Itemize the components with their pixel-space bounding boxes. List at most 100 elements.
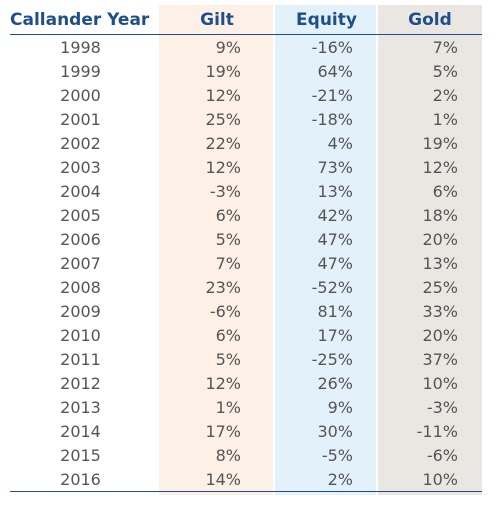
gilt-cell: 17% <box>205 421 241 441</box>
year-cell: 1998 <box>60 37 101 57</box>
year-cell: 2011 <box>60 349 101 369</box>
gilt-cell: 12% <box>205 157 241 177</box>
gilt-cell: 12% <box>205 85 241 105</box>
gilt-cell: -3% <box>209 181 241 201</box>
year-cell: 2009 <box>60 301 101 321</box>
table-row: 2000 12% -21% 2% <box>10 83 482 107</box>
gold-cell: 12% <box>422 157 458 177</box>
gold-cell: 7% <box>432 37 458 57</box>
gold-cell: -3% <box>426 397 458 417</box>
year-cell: 1999 <box>60 61 101 81</box>
equity-cell: 17% <box>317 325 353 345</box>
year-cell: 2007 <box>60 253 101 273</box>
table-row: 2009 -6% 81% 33% <box>10 299 482 323</box>
table-row: 2016 14% 2% 10% <box>10 467 482 492</box>
gilt-cell: 5% <box>215 349 241 369</box>
year-cell: 2000 <box>60 85 101 105</box>
year-cell: 2016 <box>10 467 159 492</box>
gold-cell: 10% <box>378 467 482 492</box>
equity-cell: 47% <box>317 253 353 273</box>
table-row: 2008 23% -52% 25% <box>10 275 482 299</box>
equity-cell: 13% <box>317 181 353 201</box>
equity-cell: -25% <box>311 349 353 369</box>
table-row: 1999 19% 64% 5% <box>10 59 482 83</box>
table-row: 2011 5% -25% 37% <box>10 347 482 371</box>
year-cell: 2015 <box>60 445 101 465</box>
gilt-cell: 8% <box>215 445 241 465</box>
table-row: 2015 8% -5% -6% <box>10 443 482 467</box>
gold-cell: 1% <box>432 109 458 129</box>
returns-table: Callander Year Gilt Equity Gold 1998 9% -1… <box>10 5 482 492</box>
gold-column-shading <box>378 5 482 495</box>
year-cell: 2006 <box>60 229 101 249</box>
year-cell: 2008 <box>60 277 101 297</box>
year-cell: 2010 <box>60 325 101 345</box>
equity-cell: 64% <box>317 61 353 81</box>
returns-table-container: Callander Year Gilt Equity Gold 1998 9% -1… <box>10 5 482 495</box>
gold-cell: 37% <box>422 349 458 369</box>
year-cell: 2001 <box>60 109 101 129</box>
table-row: 1998 9% -16% 7% <box>10 35 482 60</box>
gilt-cell: 1% <box>215 397 241 417</box>
year-cell: 2003 <box>60 157 101 177</box>
equity-cell: -52% <box>311 277 353 297</box>
gilt-cell: 22% <box>205 133 241 153</box>
table-row: 2001 25% -18% 1% <box>10 107 482 131</box>
gilt-cell: 25% <box>205 109 241 129</box>
header-row: Callander Year Gilt Equity Gold <box>10 5 482 35</box>
table-row: 2004 -3% 13% 6% <box>10 179 482 203</box>
equity-cell: 26% <box>317 373 353 393</box>
table-row: 2003 12% 73% 12% <box>10 155 482 179</box>
equity-cell: 47% <box>317 229 353 249</box>
gilt-cell: 7% <box>215 253 241 273</box>
table-row: 2010 6% 17% 20% <box>10 323 482 347</box>
gilt-cell: 19% <box>205 61 241 81</box>
equity-cell: 73% <box>317 157 353 177</box>
equity-cell: -18% <box>311 109 353 129</box>
gilt-cell: 6% <box>215 325 241 345</box>
equity-column-shading <box>275 5 376 495</box>
equity-cell: 81% <box>317 301 353 321</box>
table-row: 2013 1% 9% -3% <box>10 395 482 419</box>
table-row: 2014 17% 30% -11% <box>10 419 482 443</box>
gold-cell: -6% <box>426 445 458 465</box>
gilt-cell: 12% <box>205 373 241 393</box>
gilt-cell: 6% <box>215 205 241 225</box>
equity-cell: -5% <box>321 445 353 465</box>
header-year: Callander Year <box>10 5 159 35</box>
gilt-cell: 23% <box>205 277 241 297</box>
equity-cell: 4% <box>327 133 353 153</box>
year-cell: 2014 <box>60 421 101 441</box>
equity-cell: -16% <box>311 37 353 57</box>
gold-cell: 19% <box>422 133 458 153</box>
table-row: 2002 22% 4% 19% <box>10 131 482 155</box>
gold-cell: 10% <box>422 373 458 393</box>
table-row: 2012 12% 26% 10% <box>10 371 482 395</box>
gilt-cell: 14% <box>159 467 275 492</box>
equity-cell: 9% <box>327 397 353 417</box>
equity-cell: 42% <box>317 205 353 225</box>
gold-cell: 13% <box>422 253 458 273</box>
year-cell: 2004 <box>60 181 101 201</box>
gold-cell: 5% <box>432 61 458 81</box>
header-gilt: Gilt <box>159 5 275 35</box>
gold-cell: -11% <box>416 421 458 441</box>
gold-cell: 20% <box>422 229 458 249</box>
gilt-cell: 9% <box>215 37 241 57</box>
gold-cell: 25% <box>422 277 458 297</box>
equity-cell: 2% <box>275 467 378 492</box>
gold-cell: 18% <box>422 205 458 225</box>
gold-cell: 2% <box>432 85 458 105</box>
gold-cell: 33% <box>422 301 458 321</box>
gold-cell: 20% <box>422 325 458 345</box>
gold-cell: 6% <box>432 181 458 201</box>
table-row: 2007 7% 47% 13% <box>10 251 482 275</box>
year-cell: 2013 <box>60 397 101 417</box>
equity-cell: 30% <box>317 421 353 441</box>
year-cell: 2005 <box>60 205 101 225</box>
gilt-cell: 5% <box>215 229 241 249</box>
table-row: 2006 5% 47% 20% <box>10 227 482 251</box>
year-cell: 2012 <box>60 373 101 393</box>
year-cell: 2002 <box>60 133 101 153</box>
equity-cell: -21% <box>311 85 353 105</box>
